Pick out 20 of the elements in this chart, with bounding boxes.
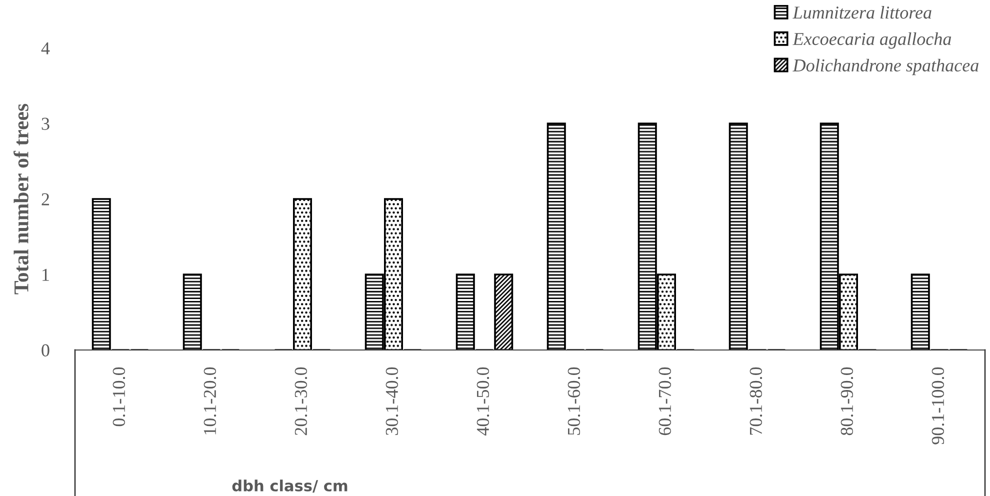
x-tick-label: 30.1-40.0 (386, 367, 398, 436)
x-tick-label: 0.1-10.0 (112, 367, 126, 426)
y-tick-label: 1 (42, 268, 49, 281)
y-tick-label: 3 (42, 118, 50, 130)
legend-label: Dolichandrone spathacea (792, 58, 978, 76)
x-axis-title: dbh class/ cm (232, 480, 348, 493)
x-tick-label: 40.1-50.0 (476, 367, 490, 436)
legend-label: Excoecaria agallocha (792, 32, 952, 49)
legend-label: Lumnitzera littorea (792, 6, 932, 19)
x-tick-label: 80.1-90.0 (840, 367, 854, 436)
x-tick-label: 70.1-80.0 (750, 367, 762, 435)
x-tick-label: 10.1-20.0 (204, 367, 216, 434)
y-tick-label: 4 (41, 42, 50, 54)
x-tick-label: 50.1-60.0 (568, 367, 580, 435)
y-tick-label: 2 (42, 193, 50, 206)
x-tick-label: 20.1-30.0 (294, 367, 308, 436)
y-tick-label: 0 (42, 344, 50, 356)
x-tick-label: 90.1-100.0 (932, 367, 944, 444)
x-tick-label: 60.1-70.0 (658, 367, 672, 436)
y-axis-title: Total number of trees (14, 104, 28, 294)
